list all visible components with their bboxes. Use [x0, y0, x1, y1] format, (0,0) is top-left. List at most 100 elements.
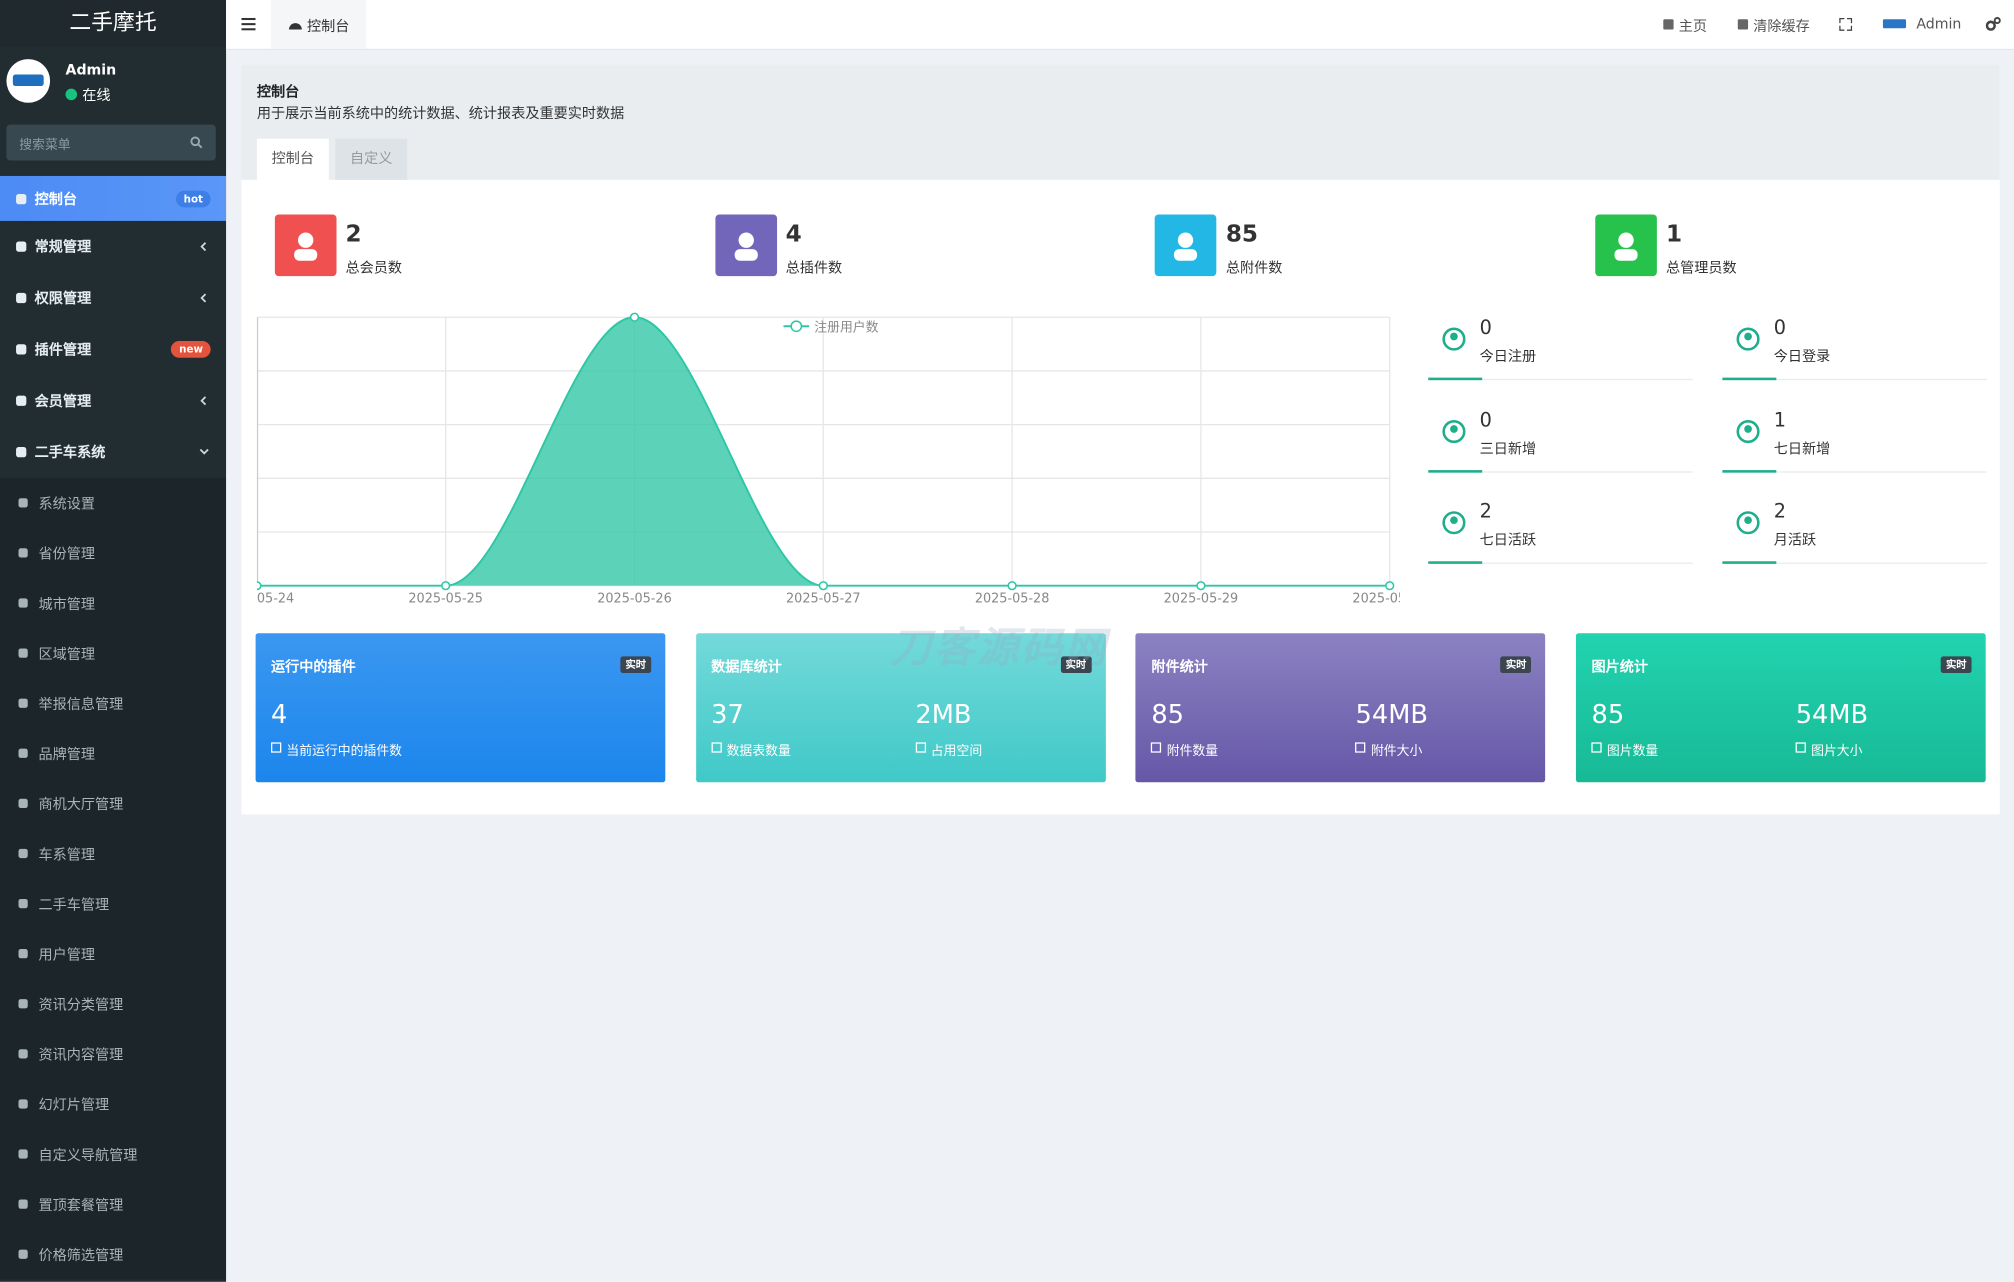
header-tab-label: 控制台 — [306, 17, 350, 35]
point — [1007, 581, 1017, 591]
point — [1196, 581, 1206, 591]
stat-value: 2 — [345, 220, 362, 248]
header-user[interactable]: Admin — [1916, 15, 1962, 33]
panel-caption: 当前运行中的插件数 — [271, 740, 402, 759]
submenu-item[interactable]: 二手车管理 — [0, 879, 226, 929]
panel-badge: 实时 — [1500, 656, 1532, 674]
panel-title: 附件统计 — [1151, 658, 1208, 676]
submenu-label: 自定义导航管理 — [38, 1146, 138, 1164]
menu-item[interactable]: 二手车系统 — [0, 426, 226, 477]
submenu-item[interactable]: 资讯分类管理 — [0, 979, 226, 1029]
submenu-item[interactable]: 自定义导航管理 — [0, 1129, 226, 1179]
point — [441, 581, 451, 591]
stat-glyph — [734, 232, 758, 261]
glyph — [1736, 511, 1760, 535]
panel-caption: 附件大小 — [1355, 740, 1422, 759]
stat-label: 总插件数 — [785, 259, 843, 277]
submenu-item[interactable]: 置顶套餐管理 — [0, 1179, 226, 1229]
tab[interactable]: 自定义 — [335, 138, 408, 180]
menu-icon — [18, 648, 28, 658]
menu-item[interactable]: 会员管理 — [0, 375, 226, 426]
glyph — [1442, 511, 1466, 535]
submenu-item[interactable]: 车系管理 — [0, 828, 226, 878]
stat-panel: 数据库统计 实时 37 数据表数量 2MB 占用空间 — [695, 633, 1106, 783]
glyph — [294, 249, 318, 261]
settings-icon[interactable] — [1985, 17, 2001, 31]
top-bar: 控制台 主页 清除缓存 Admin — [226, 0, 2014, 51]
point — [1385, 581, 1395, 591]
submenu-item[interactable]: 资讯内容管理 — [0, 1029, 226, 1079]
chevron-shape — [199, 448, 209, 455]
menu-item[interactable]: 常规管理 — [0, 221, 226, 272]
submenu-item[interactable]: 城市管理 — [0, 578, 226, 628]
stat-label: 总管理员数 — [1665, 259, 1737, 277]
mini-accent — [1722, 561, 1777, 564]
point — [629, 312, 640, 322]
glyph — [1736, 419, 1760, 443]
submenu-label: 幻灯片管理 — [38, 1096, 110, 1113]
menu-item[interactable]: 权限管理 — [0, 272, 226, 323]
menu-icon — [18, 1049, 28, 1059]
submenu-item[interactable]: 商机大厅管理 — [0, 778, 226, 828]
search-box[interactable]: 搜索菜单 — [6, 124, 216, 161]
mini-label: 七日新增 — [1773, 439, 1831, 457]
header-avatar[interactable] — [1882, 19, 1907, 29]
stat-value: 4 — [785, 220, 802, 248]
glyph — [1174, 249, 1198, 261]
icon-shape — [18, 1199, 28, 1209]
clear-cache-link[interactable]: 清除缓存 — [1737, 15, 1810, 36]
stat-label: 总会员数 — [345, 259, 403, 277]
submenu-item[interactable]: 品牌管理 — [0, 728, 226, 778]
brand[interactable]: 二手摩托 — [0, 0, 227, 47]
icon-shape — [18, 848, 28, 859]
icon-shape — [16, 395, 27, 406]
mini-accent — [1722, 469, 1777, 473]
menu-item[interactable]: 插件管理 new — [0, 324, 226, 375]
chevron-shape — [200, 293, 207, 303]
stat-icon — [1595, 214, 1657, 277]
mini-accent — [1428, 561, 1483, 564]
user-name: Admin — [65, 61, 117, 79]
fullscreen-icon[interactable] — [1839, 17, 1853, 31]
mini-label: 月活跃 — [1773, 531, 1817, 549]
panel-caption: 图片数量 — [1591, 740, 1658, 759]
menu-toggle[interactable] — [241, 17, 256, 31]
glyph — [1178, 232, 1194, 248]
content-box: 控制台 用于展示当前系统中的统计数据、统计报表及重要实时数据 控制台 自定义 2… — [241, 64, 2000, 815]
icon-shape — [16, 446, 27, 458]
submenu-item[interactable]: 省份管理 — [0, 528, 226, 578]
header-tab[interactable]: 控制台 — [271, 0, 367, 49]
sidebar: 二手摩托 Admin 在线 搜索菜单 控制台 hot 常规管理 权限管理 插件管理 new… — [0, 0, 227, 1282]
menu-item[interactable]: 控制台 hot — [0, 175, 227, 221]
panel-value: 37 — [711, 698, 744, 730]
submenu-item[interactable]: 价格筛选管理 — [0, 1229, 226, 1279]
menu-icon — [16, 292, 27, 304]
tab-icon — [288, 23, 302, 30]
icon-shape — [18, 548, 28, 558]
submenu-item[interactable]: 系统设置 — [0, 478, 226, 528]
home-link[interactable]: 主页 — [1663, 15, 1707, 36]
page-title: 控制台 — [256, 83, 300, 101]
submenu-item[interactable]: 举报信息管理 — [0, 678, 226, 728]
submenu-item[interactable]: 用户管理 — [0, 929, 226, 979]
glyph — [734, 249, 758, 261]
menu-icon — [18, 748, 28, 758]
stat-icon — [715, 214, 777, 277]
menu-icon — [16, 446, 27, 458]
mini-divider — [1722, 562, 1987, 564]
submenu-item[interactable]: 幻灯片管理 — [0, 1079, 226, 1129]
panel-badge: 实时 — [1060, 656, 1092, 674]
glyph — [1744, 424, 1752, 433]
submenu-label: 资讯内容管理 — [38, 1046, 124, 1063]
chevron-shape — [200, 396, 207, 406]
avatar — [6, 59, 51, 103]
content-header: 控制台 用于展示当前系统中的统计数据、统计报表及重要实时数据 控制台 自定义 — [241, 64, 2000, 180]
tab-active[interactable]: 控制台 — [256, 138, 329, 180]
panel-badge: 实时 — [1940, 656, 1972, 674]
icon-shape — [16, 241, 27, 252]
chevron-shape — [200, 242, 207, 252]
submenu-item[interactable]: 区域管理 — [0, 628, 226, 678]
stat-icon — [1155, 214, 1217, 277]
panel-value: 4 — [271, 698, 288, 730]
mini-label: 三日新增 — [1479, 439, 1537, 457]
